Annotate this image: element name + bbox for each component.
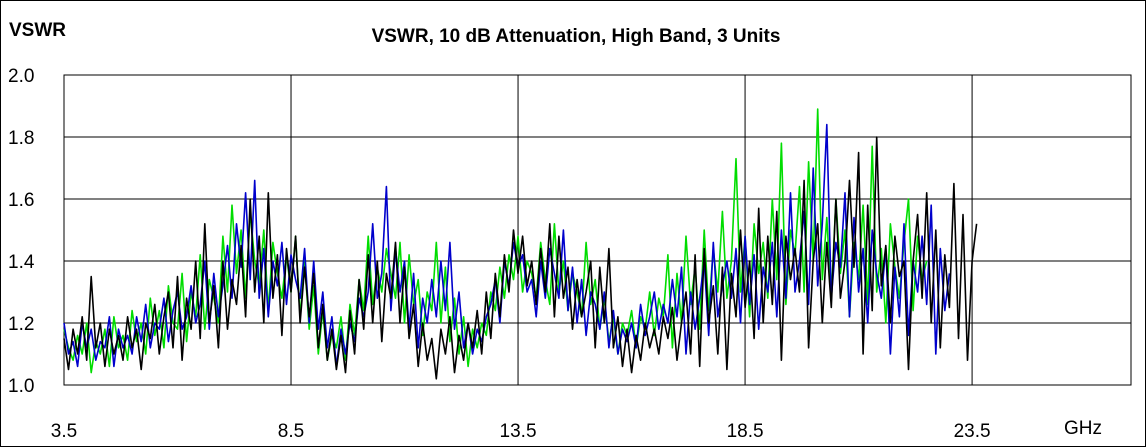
y-tick-label: 1.2 <box>8 314 34 335</box>
plot-area <box>63 74 1132 386</box>
x-tick-label: 23.5 <box>954 421 991 442</box>
x-axis-label: GHz <box>1064 418 1102 439</box>
y-tick-label: 1.8 <box>8 128 34 149</box>
y-tick-label: 1.6 <box>8 190 34 211</box>
x-tick-label: 8.5 <box>278 421 304 442</box>
x-tick-label: 13.5 <box>500 421 537 442</box>
y-tick-labels: 1.0 1.2 1.4 1.6 1.8 2.0 <box>8 66 35 397</box>
series-line-0 <box>63 136 978 380</box>
y-tick-label: 1.4 <box>8 252 35 273</box>
x-tick-labels: 3.5 8.5 13.5 18.5 23.5 <box>51 421 991 442</box>
series-layer <box>63 108 978 380</box>
y-axis-label: VSWR <box>9 20 66 41</box>
y-tick-label: 2.0 <box>8 66 34 87</box>
chart-title: VSWR, 10 dB Attenuation, High Band, 3 Un… <box>372 26 781 47</box>
y-tick-label: 1.0 <box>8 376 34 397</box>
x-tick-label: 18.5 <box>727 421 764 442</box>
x-tick-label: 3.5 <box>51 421 77 442</box>
